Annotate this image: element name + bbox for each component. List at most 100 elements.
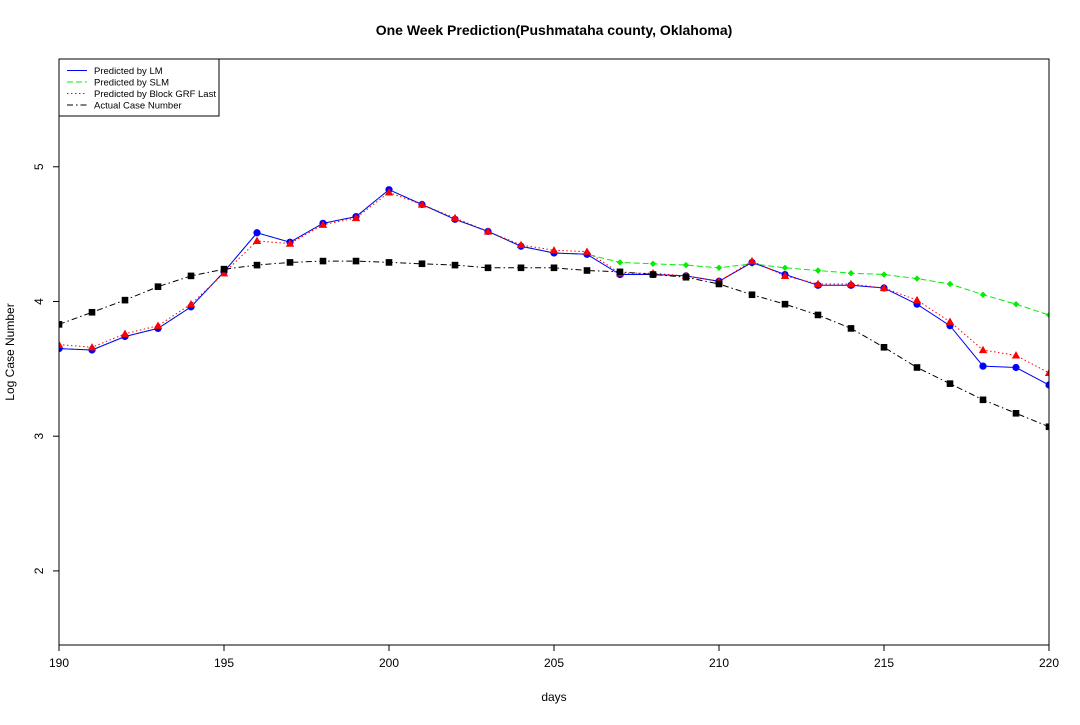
series-line-actual-case-number <box>59 260 1049 428</box>
data-point-predicted-by-slm <box>880 271 888 278</box>
x-tick-label: 195 <box>214 656 234 670</box>
data-point-predicted-by-lm <box>1012 363 1020 372</box>
data-point-predicted-by-block-grf-last <box>813 279 823 288</box>
data-point-predicted-by-block-grf-last <box>582 247 592 255</box>
data-point-predicted-by-block-grf-last <box>186 299 196 308</box>
data-point-actual-case-number <box>583 267 591 274</box>
data-point-actual-case-number <box>517 264 525 272</box>
x-tick-label: 200 <box>379 656 399 670</box>
data-point-predicted-by-block-grf-last <box>384 188 394 196</box>
y-tick-label: 5 <box>32 163 46 170</box>
data-point-actual-case-number <box>682 273 690 281</box>
data-point-actual-case-number <box>550 264 558 272</box>
data-point-predicted-by-slm <box>1012 300 1020 308</box>
plot-layer <box>59 186 1049 431</box>
data-point-actual-case-number <box>748 291 756 299</box>
data-point-predicted-by-block-grf-last <box>549 246 559 254</box>
data-point-actual-case-number <box>286 259 294 266</box>
data-point-predicted-by-slm <box>946 280 954 288</box>
legend-label-predicted-by-block-grf-last: Predicted by Block GRF Last <box>94 89 216 100</box>
data-point-actual-case-number <box>1045 423 1049 431</box>
x-tick-label: 215 <box>874 656 894 670</box>
legend-label-predicted-by-lm: Predicted by LM <box>94 66 163 77</box>
data-point-predicted-by-slm <box>979 291 987 298</box>
data-point-predicted-by-block-grf-last <box>945 317 955 325</box>
data-point-predicted-by-slm <box>814 267 822 274</box>
legend-label-predicted-by-slm: Predicted by SLM <box>94 77 169 88</box>
data-point-predicted-by-slm <box>649 260 657 267</box>
axis-layer: 190 195 200 205 210 215 220 2 3 4 5 <box>32 58 1059 670</box>
data-point-actual-case-number <box>616 268 624 276</box>
data-point-actual-case-number <box>847 325 855 332</box>
data-point-actual-case-number <box>1012 409 1020 417</box>
data-point-actual-case-number <box>187 272 195 280</box>
data-point-actual-case-number <box>814 311 822 319</box>
plot-frame <box>58 58 1050 646</box>
data-point-actual-case-number <box>715 280 723 288</box>
data-point-actual-case-number <box>319 257 327 265</box>
y-tick-label: 4 <box>32 298 46 305</box>
data-point-actual-case-number <box>451 261 459 269</box>
legend-label-actual-case-number: Actual Case Number <box>94 100 182 111</box>
chart-title: One Week Prediction(Pushmataha county, O… <box>376 22 733 38</box>
y-axis-title: Log Case Number <box>3 303 17 400</box>
series-predicted-by-block-grf-last <box>59 188 1049 377</box>
data-point-predicted-by-slm <box>682 261 690 269</box>
data-point-predicted-by-lm <box>253 229 261 237</box>
legend-box <box>58 58 220 117</box>
data-point-actual-case-number <box>352 257 360 265</box>
data-point-actual-case-number <box>253 261 261 269</box>
data-point-actual-case-number <box>385 259 393 266</box>
data-point-actual-case-number <box>418 260 426 268</box>
data-point-actual-case-number <box>649 271 657 278</box>
data-point-predicted-by-slm <box>1045 311 1049 319</box>
data-point-predicted-by-block-grf-last <box>483 227 493 235</box>
data-point-predicted-by-lm <box>979 362 987 370</box>
data-point-predicted-by-block-grf-last <box>780 271 790 280</box>
data-point-predicted-by-block-grf-last <box>318 220 328 228</box>
y-tick-label: 3 <box>32 433 46 440</box>
data-point-predicted-by-slm <box>913 275 921 282</box>
data-point-predicted-by-block-grf-last <box>978 345 988 354</box>
data-point-predicted-by-slm <box>847 269 855 277</box>
data-point-actual-case-number <box>979 396 987 404</box>
data-point-actual-case-number <box>484 264 492 272</box>
data-point-predicted-by-block-grf-last <box>516 240 526 249</box>
x-tick-label: 210 <box>709 656 729 670</box>
y-tick-label: 2 <box>32 567 46 574</box>
data-point-predicted-by-block-grf-last <box>285 239 295 247</box>
data-point-predicted-by-lm <box>1045 381 1049 389</box>
series-line-predicted-by-block-grf-last <box>59 191 1049 374</box>
x-tick-label: 190 <box>49 656 69 670</box>
data-point-predicted-by-block-grf-last <box>1011 351 1021 359</box>
x-axis-title: days <box>541 690 566 704</box>
data-point-predicted-by-block-grf-last <box>912 295 922 304</box>
series-actual-case-number <box>59 257 1049 431</box>
data-point-predicted-by-block-grf-last <box>450 213 460 222</box>
data-point-actual-case-number <box>154 283 162 290</box>
data-point-actual-case-number <box>913 364 921 371</box>
data-point-predicted-by-block-grf-last <box>87 343 97 351</box>
data-point-predicted-by-block-grf-last <box>120 329 130 337</box>
data-point-actual-case-number <box>220 265 228 273</box>
data-point-predicted-by-block-grf-last <box>747 256 757 265</box>
data-point-predicted-by-block-grf-last <box>351 213 361 222</box>
data-point-predicted-by-block-grf-last <box>219 268 229 277</box>
data-point-actual-case-number <box>121 296 129 304</box>
data-point-predicted-by-block-grf-last <box>1044 368 1049 377</box>
data-point-predicted-by-block-grf-last <box>879 283 889 292</box>
data-point-predicted-by-slm <box>616 259 624 266</box>
data-point-predicted-by-block-grf-last <box>252 236 262 245</box>
data-point-predicted-by-slm <box>781 264 789 272</box>
x-tick-label: 220 <box>1039 656 1059 670</box>
data-point-predicted-by-slm <box>715 264 723 272</box>
data-point-actual-case-number <box>880 343 888 351</box>
series-line-predicted-by-lm <box>59 189 1049 386</box>
series-predicted-by-lm <box>59 186 1049 389</box>
data-point-predicted-by-block-grf-last <box>846 279 856 288</box>
x-tick-label: 205 <box>544 656 564 670</box>
data-point-actual-case-number <box>59 321 63 328</box>
